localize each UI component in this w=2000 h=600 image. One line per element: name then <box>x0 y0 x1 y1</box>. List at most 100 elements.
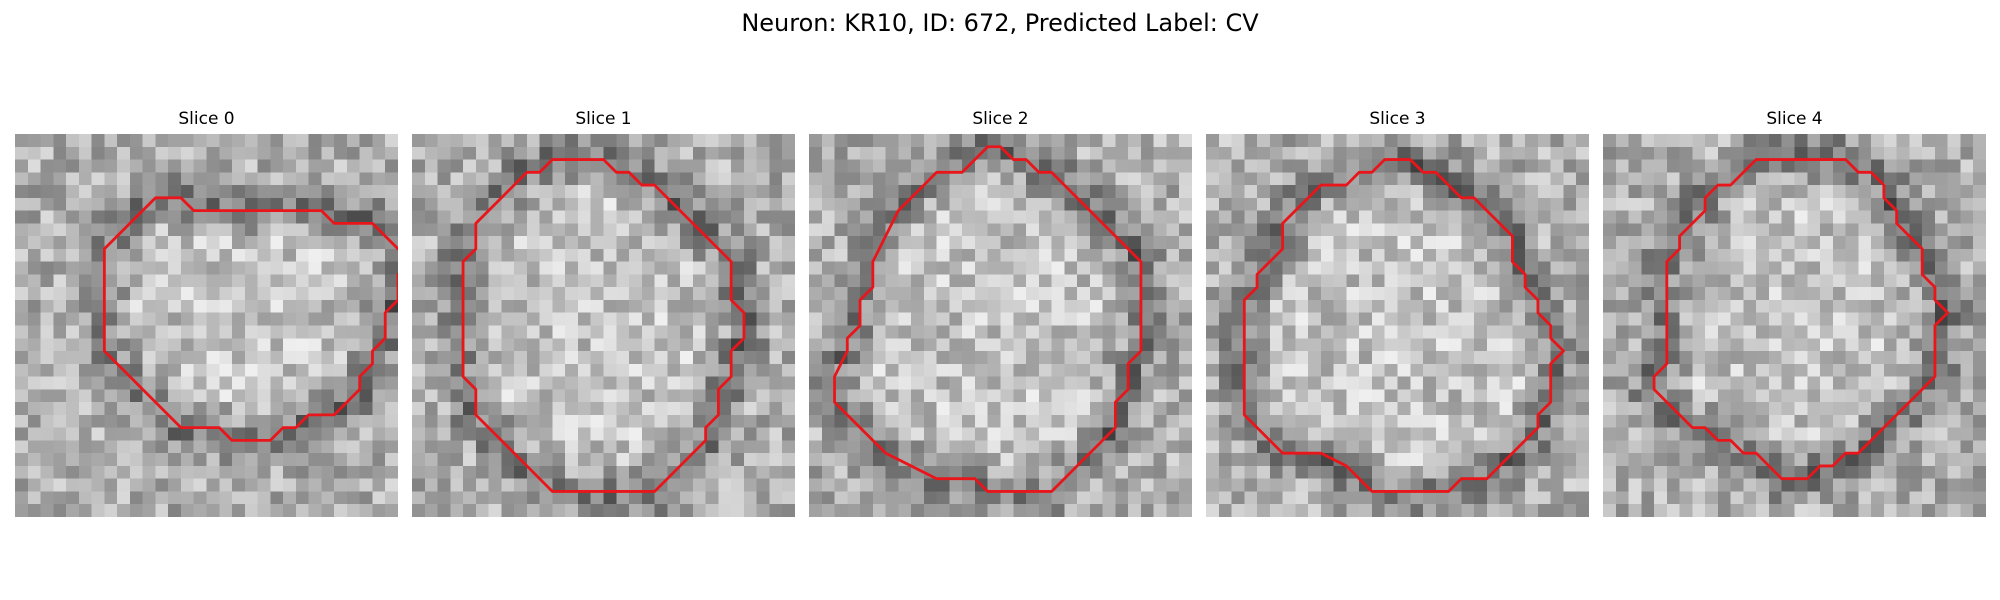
image-pixel <box>949 274 963 288</box>
image-pixel <box>1756 414 1770 428</box>
image-pixel <box>1140 351 1154 365</box>
image-pixel <box>539 325 553 339</box>
image-pixel <box>756 159 770 173</box>
image-pixel <box>385 351 398 365</box>
image-pixel <box>1603 223 1617 237</box>
image-pixel <box>117 478 131 492</box>
image-pixel <box>488 223 502 237</box>
image-pixel <box>667 312 681 326</box>
image-pixel <box>1654 236 1668 250</box>
image-pixel <box>27 299 41 313</box>
image-pixel <box>1115 491 1129 505</box>
image-pixel <box>1448 402 1462 416</box>
image-pixel <box>1153 299 1167 313</box>
image-pixel <box>78 414 92 428</box>
image-pixel <box>232 376 246 390</box>
image-pixel <box>1576 325 1589 339</box>
image-pixel <box>1128 453 1142 467</box>
image-pixel <box>1960 338 1974 352</box>
image-pixel <box>334 223 348 237</box>
image-pixel <box>1679 351 1693 365</box>
image-pixel <box>782 325 795 339</box>
image-pixel <box>565 338 579 352</box>
image-pixel <box>40 159 54 173</box>
image-pixel <box>1871 146 1885 160</box>
image-pixel <box>1474 389 1488 403</box>
image-pixel <box>641 274 655 288</box>
image-pixel <box>1320 427 1334 441</box>
image-pixel <box>155 172 169 186</box>
image-pixel <box>257 363 271 377</box>
image-pixel <box>1705 376 1719 390</box>
image-pixel <box>1051 363 1065 377</box>
image-pixel <box>743 351 757 365</box>
image-pixel <box>1166 465 1180 479</box>
image-pixel <box>616 197 630 211</box>
image-pixel <box>1563 299 1577 313</box>
image-pixel <box>1244 223 1258 237</box>
image-pixel <box>142 274 156 288</box>
image-pixel <box>1461 389 1475 403</box>
image-pixel <box>821 223 835 237</box>
image-pixel <box>1410 478 1424 492</box>
image-pixel <box>1730 389 1744 403</box>
image-pixel <box>1743 223 1757 237</box>
image-pixel <box>1295 402 1309 416</box>
image-pixel <box>1026 287 1040 301</box>
image-pixel <box>834 172 848 186</box>
image-pixel <box>1231 159 1245 173</box>
image-pixel <box>334 172 348 186</box>
image-pixel <box>590 389 604 403</box>
image-pixel <box>1206 351 1220 365</box>
image-pixel <box>1026 210 1040 224</box>
image-pixel <box>1410 172 1424 186</box>
image-pixel <box>1820 465 1834 479</box>
image-pixel <box>168 185 182 199</box>
image-pixel <box>654 491 668 505</box>
image-pixel <box>501 427 515 441</box>
image-pixel <box>526 389 540 403</box>
image-pixel <box>1832 236 1846 250</box>
image-pixel <box>641 210 655 224</box>
image-pixel <box>756 402 770 416</box>
image-pixel <box>1077 210 1091 224</box>
image-pixel <box>488 146 502 160</box>
image-pixel <box>514 389 528 403</box>
image-pixel <box>769 338 783 352</box>
image-pixel <box>1525 210 1539 224</box>
neuron-contour <box>833 145 1143 493</box>
image-pixel <box>244 427 258 441</box>
image-pixel <box>1282 453 1296 467</box>
image-pixel <box>1359 504 1373 517</box>
image-pixel <box>1960 351 1974 365</box>
image-pixel <box>232 159 246 173</box>
image-pixel <box>155 185 169 199</box>
image-pixel <box>1666 299 1680 313</box>
image-pixel <box>15 185 29 199</box>
image-pixel <box>1679 236 1693 250</box>
image-pixel <box>654 427 668 441</box>
image-pixel <box>743 338 757 352</box>
image-pixel <box>1654 299 1668 313</box>
image-pixel <box>1807 376 1821 390</box>
image-pixel <box>526 363 540 377</box>
image-pixel <box>629 414 643 428</box>
image-pixel <box>1883 363 1897 377</box>
image-pixel <box>66 478 80 492</box>
image-pixel <box>936 351 950 365</box>
image-pixel <box>1768 185 1782 199</box>
image-pixel <box>1218 146 1232 160</box>
image-pixel <box>1282 223 1296 237</box>
image-pixel <box>1807 210 1821 224</box>
image-pixel <box>1384 261 1398 275</box>
image-pixel <box>936 427 950 441</box>
image-pixel <box>539 146 553 160</box>
image-pixel <box>1730 274 1744 288</box>
image-pixel <box>193 236 207 250</box>
image-pixel <box>1499 338 1513 352</box>
image-pixel <box>667 351 681 365</box>
image-pixel <box>782 453 795 467</box>
image-pixel <box>40 261 54 275</box>
image-pixel <box>1333 478 1347 492</box>
image-pixel <box>1166 325 1180 339</box>
